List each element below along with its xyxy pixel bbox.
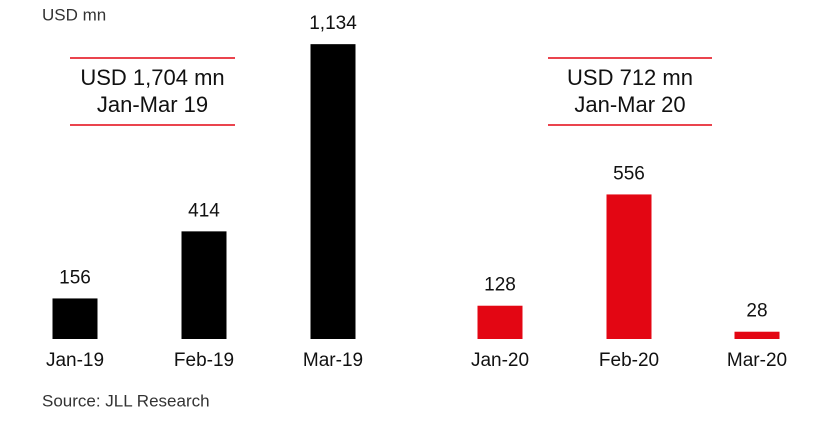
x-tick-label: Feb-19	[174, 350, 234, 371]
x-tick-label: Mar-20	[727, 350, 787, 371]
annotation-text: Jan-Mar 19	[97, 92, 208, 117]
bar	[606, 194, 652, 339]
value-label: 28	[746, 301, 767, 322]
x-tick-label: Jan-20	[471, 350, 529, 371]
x-tick-label: Feb-20	[599, 350, 659, 371]
value-label: 556	[613, 163, 645, 184]
x-tick-label: Jan-19	[46, 350, 104, 371]
annotation-text: Jan-Mar 20	[574, 92, 685, 117]
value-label: 128	[484, 275, 516, 296]
value-label: 1,134	[309, 13, 357, 34]
bar	[477, 305, 523, 339]
y-axis-label: USD mn	[42, 5, 106, 24]
bar	[52, 298, 98, 339]
annotation-text: USD 1,704 mn	[80, 65, 224, 90]
value-label: 414	[188, 200, 220, 221]
bar	[734, 331, 780, 339]
value-label: 156	[59, 267, 91, 288]
bar	[181, 231, 227, 339]
source: Source: JLL Research	[42, 391, 210, 410]
bar	[310, 44, 356, 339]
annotation-text: USD 712 mn	[567, 65, 693, 90]
x-tick-label: Mar-19	[303, 350, 363, 371]
